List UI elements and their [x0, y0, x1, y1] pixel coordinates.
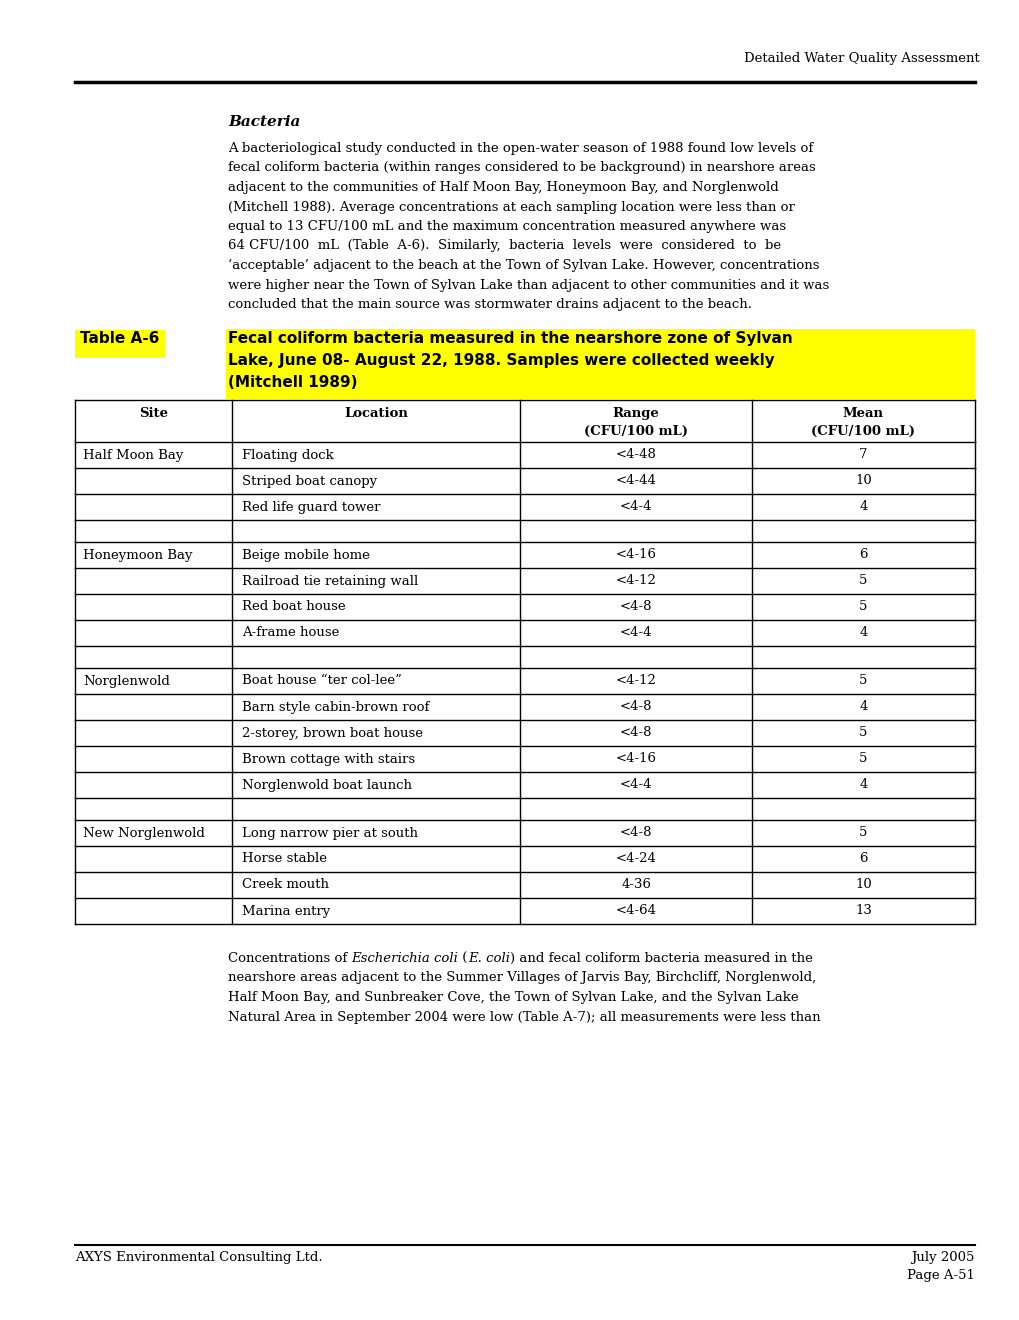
Text: (CFU/100 mL): (CFU/100 mL)	[810, 425, 914, 438]
Text: 10: 10	[854, 879, 871, 891]
Text: Mean: Mean	[842, 407, 883, 420]
Text: (: (	[458, 952, 468, 965]
Text: 5: 5	[858, 601, 867, 614]
Text: <4-64: <4-64	[615, 904, 656, 917]
Text: Long narrow pier at south: Long narrow pier at south	[242, 826, 418, 840]
Text: Site: Site	[139, 407, 168, 420]
Text: ‘acceptable’ adjacent to the beach at the Town of Sylvan Lake. However, concentr: ‘acceptable’ adjacent to the beach at th…	[228, 259, 818, 272]
Text: <4-4: <4-4	[620, 627, 652, 639]
Text: A-frame house: A-frame house	[242, 627, 339, 639]
Text: concluded that the main source was stormwater drains adjacent to the beach.: concluded that the main source was storm…	[228, 298, 751, 312]
Text: July 2005: July 2005	[911, 1251, 974, 1265]
Text: Creek mouth: Creek mouth	[242, 879, 329, 891]
Text: Striped boat canopy: Striped boat canopy	[242, 474, 377, 487]
Text: AXYS Environmental Consulting Ltd.: AXYS Environmental Consulting Ltd.	[75, 1251, 322, 1265]
Text: Railroad tie retaining wall: Railroad tie retaining wall	[242, 574, 418, 587]
Text: Bacteria: Bacteria	[228, 115, 300, 129]
Text: 4: 4	[858, 701, 867, 714]
Text: Brown cottage with stairs: Brown cottage with stairs	[242, 752, 415, 766]
Text: adjacent to the communities of Half Moon Bay, Honeymoon Bay, and Norglenwold: adjacent to the communities of Half Moon…	[228, 181, 777, 194]
Text: nearshore areas adjacent to the Summer Villages of Jarvis Bay, Birchcliff, Norgl: nearshore areas adjacent to the Summer V…	[228, 972, 815, 985]
Text: Horse stable: Horse stable	[242, 853, 327, 866]
Text: ) and fecal coliform bacteria measured in the: ) and fecal coliform bacteria measured i…	[510, 952, 812, 965]
Text: <4-8: <4-8	[620, 601, 652, 614]
Text: New Norglenwold: New Norglenwold	[83, 826, 205, 840]
Text: 6: 6	[858, 549, 867, 561]
Text: Norglenwold: Norglenwold	[83, 675, 170, 688]
Text: Range: Range	[612, 407, 659, 420]
Text: Marina entry: Marina entry	[242, 904, 330, 917]
Text: 5: 5	[858, 675, 867, 688]
FancyBboxPatch shape	[226, 329, 974, 399]
Text: Page A-51: Page A-51	[906, 1269, 974, 1282]
Text: Norglenwold boat launch: Norglenwold boat launch	[242, 779, 412, 792]
Text: <4-12: <4-12	[615, 574, 656, 587]
Text: were higher near the Town of Sylvan Lake than adjacent to other communities and : were higher near the Town of Sylvan Lake…	[228, 279, 828, 292]
Text: Red boat house: Red boat house	[242, 601, 345, 614]
Text: 7: 7	[858, 449, 867, 462]
Text: Boat house “ter col-lee”: Boat house “ter col-lee”	[242, 675, 401, 688]
Text: Natural Area in September 2004 were low (Table A-7); all measurements were less : Natural Area in September 2004 were low …	[228, 1011, 820, 1023]
Text: Barn style cabin-brown roof: Barn style cabin-brown roof	[242, 701, 429, 714]
Text: Honeymoon Bay: Honeymoon Bay	[83, 549, 193, 561]
FancyBboxPatch shape	[75, 330, 165, 358]
Text: <4-12: <4-12	[615, 675, 656, 688]
Text: Beige mobile home: Beige mobile home	[242, 549, 370, 561]
Text: 10: 10	[854, 474, 871, 487]
Text: 13: 13	[854, 904, 871, 917]
Text: 4: 4	[858, 779, 867, 792]
Text: Concentrations of: Concentrations of	[228, 952, 352, 965]
Text: <4-4: <4-4	[620, 779, 652, 792]
Text: Red life guard tower: Red life guard tower	[242, 500, 380, 513]
Text: <4-8: <4-8	[620, 726, 652, 739]
Text: 4-36: 4-36	[621, 879, 650, 891]
Text: (Mitchell 1988). Average concentrations at each sampling location were less than: (Mitchell 1988). Average concentrations …	[228, 201, 794, 214]
Text: 5: 5	[858, 752, 867, 766]
Text: <4-24: <4-24	[615, 853, 656, 866]
Text: Half Moon Bay, and Sunbreaker Cove, the Town of Sylvan Lake, and the Sylvan Lake: Half Moon Bay, and Sunbreaker Cove, the …	[228, 991, 798, 1005]
Text: <4-48: <4-48	[615, 449, 656, 462]
Text: Fecal coliform bacteria measured in the nearshore zone of Sylvan: Fecal coliform bacteria measured in the …	[228, 331, 792, 346]
Text: 5: 5	[858, 826, 867, 840]
Text: equal to 13 CFU/100 mL and the maximum concentration measured anywhere was: equal to 13 CFU/100 mL and the maximum c…	[228, 220, 786, 234]
Text: <4-8: <4-8	[620, 826, 652, 840]
Text: Lake, June 08- August 22, 1988. Samples were collected weekly: Lake, June 08- August 22, 1988. Samples …	[228, 352, 774, 368]
Text: <4-16: <4-16	[615, 549, 656, 561]
Text: 4: 4	[858, 500, 867, 513]
Text: 5: 5	[858, 574, 867, 587]
Text: 4: 4	[858, 627, 867, 639]
Text: <4-16: <4-16	[615, 752, 656, 766]
Text: Location: Location	[343, 407, 408, 420]
Text: Half Moon Bay: Half Moon Bay	[83, 449, 183, 462]
Text: <4-44: <4-44	[615, 474, 656, 487]
Text: <4-8: <4-8	[620, 701, 652, 714]
Text: (Mitchell 1989): (Mitchell 1989)	[228, 375, 357, 389]
Text: fecal coliform bacteria (within ranges considered to be background) in nearshore: fecal coliform bacteria (within ranges c…	[228, 161, 815, 174]
Text: 64 CFU/100  mL  (Table  A-6).  Similarly,  bacteria  levels  were  considered  t: 64 CFU/100 mL (Table A-6). Similarly, ba…	[228, 239, 781, 252]
Text: <4-4: <4-4	[620, 500, 652, 513]
Text: (CFU/100 mL): (CFU/100 mL)	[584, 425, 688, 438]
Text: Table A-6: Table A-6	[81, 331, 160, 346]
Text: 5: 5	[858, 726, 867, 739]
Text: Escherichia coli: Escherichia coli	[352, 952, 458, 965]
Text: Detailed Water Quality Assessment: Detailed Water Quality Assessment	[744, 51, 979, 65]
Text: E. coli: E. coli	[468, 952, 510, 965]
Text: Floating dock: Floating dock	[242, 449, 333, 462]
Text: 2-storey, brown boat house: 2-storey, brown boat house	[242, 726, 423, 739]
Text: A bacteriological study conducted in the open-water season of 1988 found low lev: A bacteriological study conducted in the…	[228, 143, 812, 154]
Text: 6: 6	[858, 853, 867, 866]
